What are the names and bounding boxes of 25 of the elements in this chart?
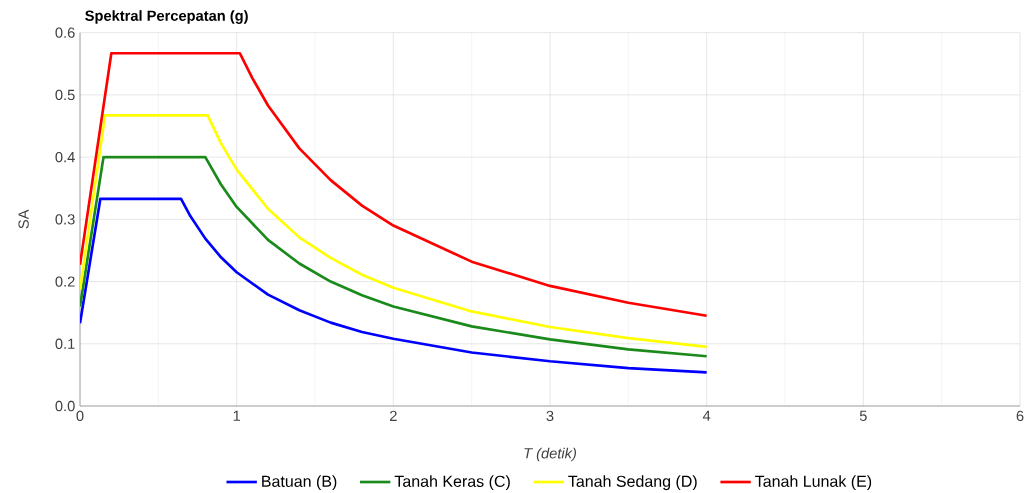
y-tick-label: 0.6 [55, 27, 75, 38]
y-tick-label: 0.5 [55, 89, 75, 101]
y-tick-label: 0.4 [55, 151, 75, 163]
line-series [80, 114, 708, 349]
y-tick-label: 0.0 [55, 400, 75, 412]
x-tick-label: 6 [1016, 410, 1024, 422]
y-axis-title: SA [18, 209, 29, 229]
legend-label: Tanah Lunak (E) [755, 475, 872, 491]
line-series [80, 197, 708, 374]
legend-label: Tanah Keras (C) [394, 475, 510, 491]
x-tick-label: 2 [389, 410, 397, 421]
x-tick-label: 5 [859, 410, 867, 421]
x-tick-label: 0 [76, 410, 84, 422]
legend-label: Tanah Sedang (D) [568, 475, 697, 491]
chart-title: Spektral Percepatan (g) [85, 10, 248, 24]
y-tick-label: 0.2 [55, 276, 75, 287]
x-tick-label: 4 [702, 410, 711, 421]
line-series [80, 51, 708, 318]
x-axis-title: T (detik) [524, 447, 577, 462]
y-tick-label: 0.3 [55, 214, 75, 225]
legend-label: Batuan (B) [262, 475, 337, 491]
line-series [80, 155, 708, 358]
x-tick-label: 1 [233, 410, 241, 421]
y-tick-label: 0.1 [55, 338, 75, 349]
x-tick-label: 3 [546, 410, 554, 422]
